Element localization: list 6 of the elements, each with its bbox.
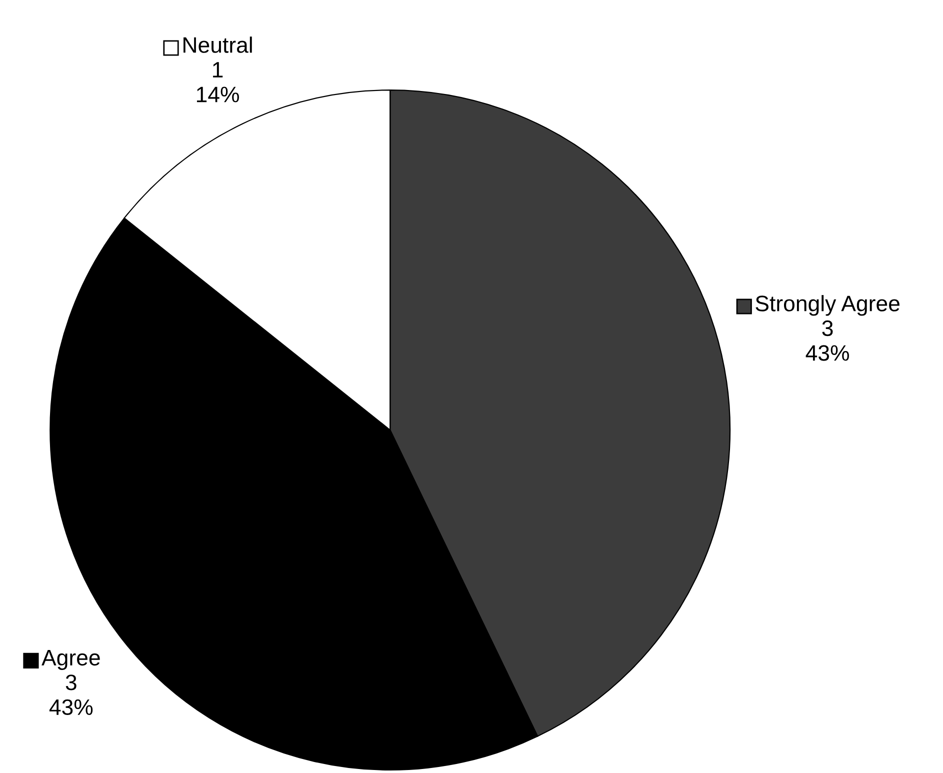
- data-label: 1 14%: [196, 62, 239, 102]
- legend-label: Neutral: [184, 36, 252, 53]
- legend-label: Strongly Agree: [756, 295, 900, 316]
- data-label: 3 43%: [49, 674, 93, 716]
- legend-label: Agree: [42, 650, 100, 670]
- data-label: 3 43%: [806, 320, 849, 361]
